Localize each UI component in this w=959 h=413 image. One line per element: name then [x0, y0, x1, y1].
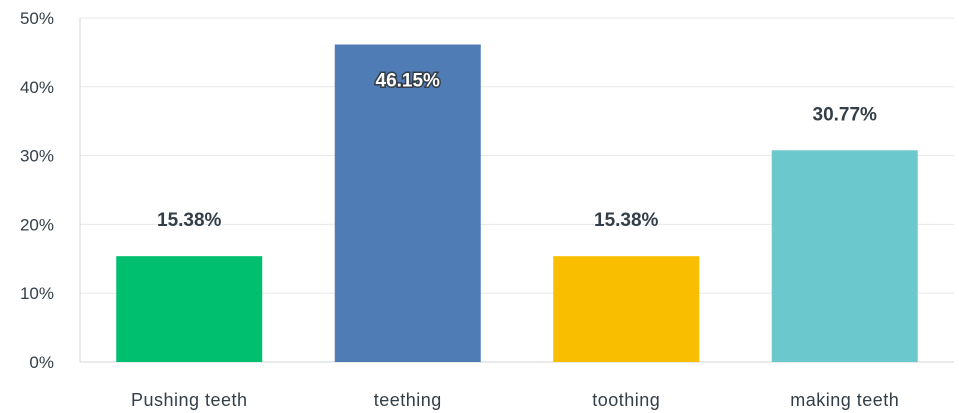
- y-tick-label: 0%: [29, 353, 54, 372]
- bar-teething: [334, 44, 481, 362]
- y-tick-label: 50%: [20, 9, 54, 28]
- data-label: 46.15%: [376, 70, 441, 91]
- x-category-label: making teeth: [790, 390, 899, 410]
- data-labels: 15.38% 46.15% 15.38% 30.77%: [157, 69, 878, 231]
- x-category-label: teething: [374, 390, 442, 410]
- data-label: 15.38%: [157, 210, 222, 231]
- y-tick-label: 30%: [20, 147, 54, 166]
- bar-pushing-teeth: [116, 256, 263, 362]
- y-tick-label: 10%: [20, 284, 54, 303]
- y-tick-label: 40%: [20, 78, 54, 97]
- bar-toothing: [553, 256, 700, 362]
- bars: [116, 44, 918, 362]
- data-label: 30.77%: [813, 104, 878, 125]
- y-tick-label: 20%: [20, 215, 54, 234]
- x-category-label: Pushing teeth: [131, 390, 248, 410]
- bar-making-teeth: [771, 150, 918, 362]
- data-label: 15.38%: [594, 210, 659, 231]
- x-axis-categories: Pushing teeth teething toothing making teet…: [131, 390, 899, 410]
- y-axis-ticks: 0% 10% 20% 30% 40% 50%: [20, 9, 54, 372]
- x-category-label: toothing: [592, 390, 660, 410]
